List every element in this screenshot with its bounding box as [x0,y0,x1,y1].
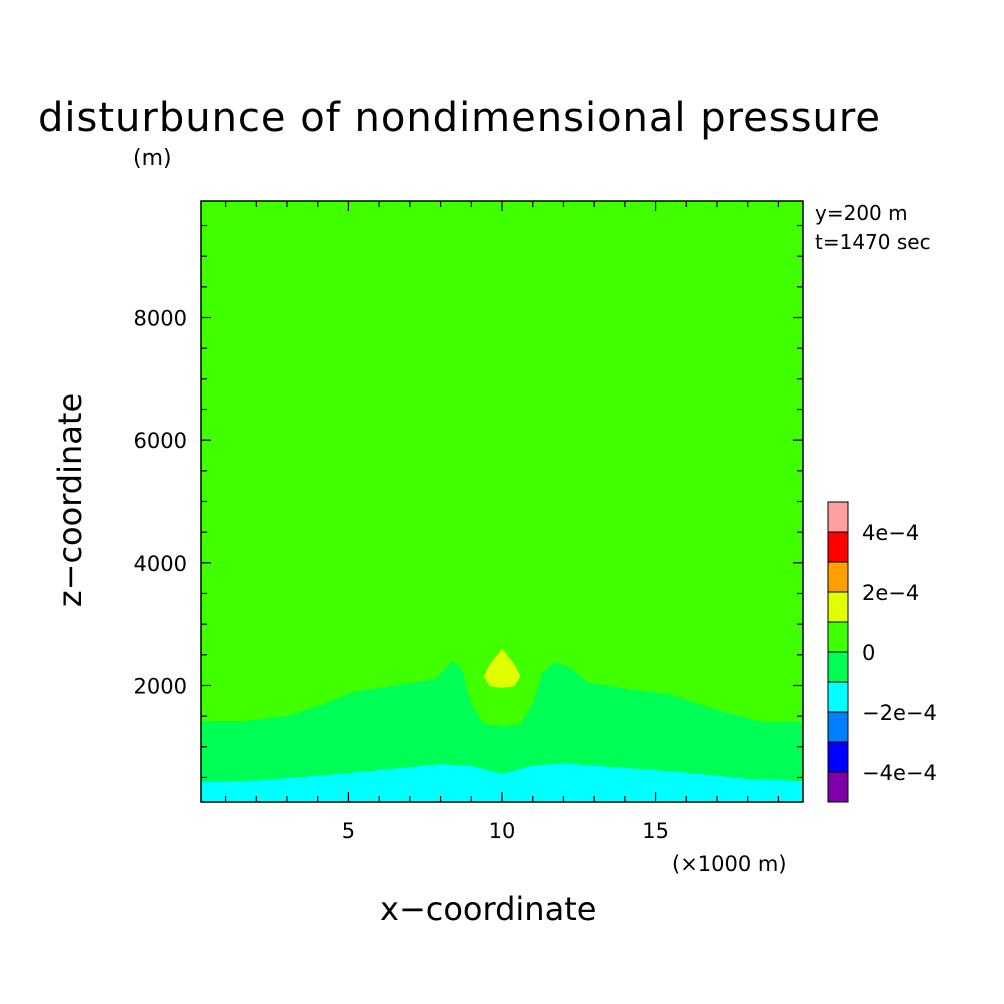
x-axis-unit: (×1000 m) [672,852,787,876]
y-tick-label: 6000 [134,429,187,453]
x-tick-label: 10 [489,819,516,843]
colorbar-tick-label: 2e−4 [862,581,919,605]
colorbar-swatch [827,621,849,653]
colorbar-swatch [827,591,849,623]
colorbar-swatch [827,771,849,803]
x-axis-label: x−coordinate [380,890,597,928]
colorbar-tick-label: 4e−4 [862,521,919,545]
contour-region-0 [201,763,803,802]
colorbar-tick-label: 0 [862,641,875,665]
x-tick-label: 15 [642,819,669,843]
colorbar-swatch [827,531,849,563]
colorbar-swatch [827,501,849,533]
colorbar-tick-label: −2e−4 [862,701,937,725]
colorbar-swatch [827,651,849,683]
y-tick-label: 8000 [134,307,187,331]
annotation-y-slice: y=200 m [815,201,908,225]
chart-title: disturbunce of nondimensional pressure [38,95,881,141]
colorbar-swatch [827,711,849,743]
colorbar-swatch [827,681,849,713]
x-tick-label: 5 [342,819,355,843]
contour-region-2 [483,648,521,688]
annotation-time: t=1470 sec [815,230,931,254]
colorbar-swatch [827,741,849,773]
contour-region-1 [201,660,803,782]
colorbar-tick-label: −4e−4 [862,761,937,785]
contour-background [201,201,803,802]
colorbar-swatch [827,561,849,593]
y-tick-label: 4000 [134,552,187,576]
y-tick-label: 2000 [134,674,187,698]
y-axis-unit: (m) [133,146,172,171]
